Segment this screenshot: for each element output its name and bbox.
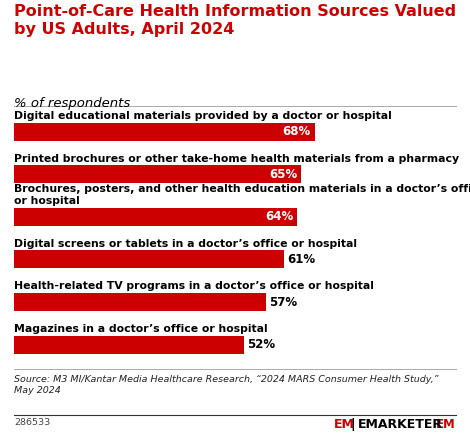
Text: EMARKETER: EMARKETER xyxy=(358,418,443,431)
Bar xyxy=(14,165,301,183)
Bar xyxy=(14,208,297,226)
Text: 65%: 65% xyxy=(269,168,298,181)
Text: EM: EM xyxy=(334,418,354,431)
Text: % of respondents: % of respondents xyxy=(14,97,130,110)
Text: Source: M3 MI/Kantar Media Healthcare Research, “2024 MARS Consumer Health Study: Source: M3 MI/Kantar Media Healthcare Re… xyxy=(14,375,439,394)
Text: 64%: 64% xyxy=(265,210,293,223)
Text: 57%: 57% xyxy=(269,295,298,309)
Text: |: | xyxy=(350,418,355,431)
Text: EM: EM xyxy=(436,418,456,431)
Text: Magazines in a doctor’s office or hospital: Magazines in a doctor’s office or hospit… xyxy=(14,324,268,334)
Bar xyxy=(14,123,314,141)
Text: Digital educational materials provided by a doctor or hospital: Digital educational materials provided b… xyxy=(14,111,392,121)
Bar xyxy=(14,293,266,311)
Text: 61%: 61% xyxy=(287,253,315,266)
Text: Digital screens or tablets in a doctor’s office or hospital: Digital screens or tablets in a doctor’s… xyxy=(14,239,357,249)
Text: Brochures, posters, and other health education materials in a doctor’s office
or: Brochures, posters, and other health edu… xyxy=(14,184,470,206)
Text: Health-related TV programs in a doctor’s office or hospital: Health-related TV programs in a doctor’s… xyxy=(14,281,374,291)
Text: Printed brochures or other take-home health materials from a pharmacy: Printed brochures or other take-home hea… xyxy=(14,154,459,164)
Bar xyxy=(14,336,244,353)
Text: Point-of-Care Health Information Sources Valued
by US Adults, April 2024: Point-of-Care Health Information Sources… xyxy=(14,4,456,37)
Bar xyxy=(14,251,283,268)
Text: 68%: 68% xyxy=(283,125,311,138)
Text: 286533: 286533 xyxy=(14,418,50,427)
Text: 52%: 52% xyxy=(247,338,275,351)
